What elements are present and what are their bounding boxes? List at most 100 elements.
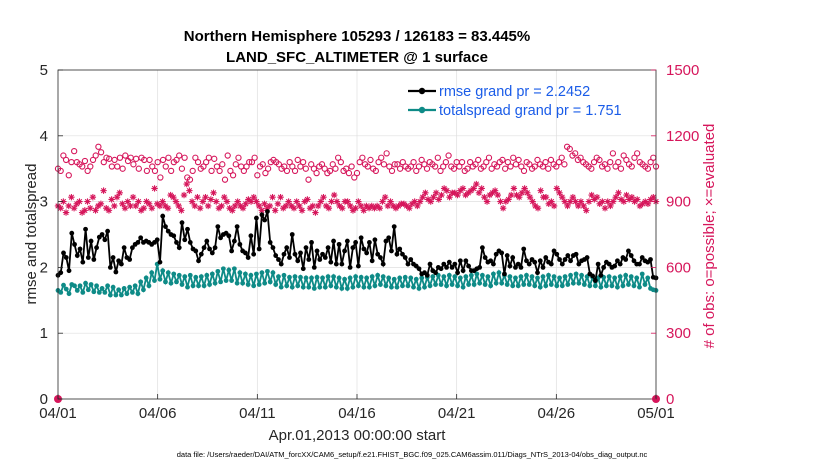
rmse-point [438, 266, 444, 272]
obs-possible-point [555, 158, 563, 166]
rmse-point [193, 248, 199, 254]
obs-possible-point [254, 172, 261, 179]
obs-possible-point [116, 154, 124, 161]
rmse-point [207, 246, 212, 252]
obs-evaluated-point [277, 194, 284, 201]
obs-possible-point [332, 165, 339, 172]
obs-evaluated-point [427, 198, 434, 205]
spread-point [380, 274, 386, 280]
spread-point [83, 280, 88, 286]
rmse-point [562, 257, 568, 262]
rmse-point [491, 261, 496, 267]
rmse-point [130, 245, 135, 251]
spread-point [408, 275, 414, 281]
x-tick-label: 04/26 [538, 405, 576, 422]
obs-evaluated-point [328, 198, 335, 205]
spread-point [518, 274, 524, 280]
y-right-tick-label: 0 [666, 391, 674, 408]
obs-evaluated-point [349, 207, 357, 214]
spread-point [248, 272, 254, 278]
spread-point [537, 284, 543, 290]
spread-point [72, 283, 77, 289]
rmse-point [276, 257, 281, 262]
spread-point [499, 280, 505, 286]
obs-evaluated-point [521, 185, 528, 192]
rmse-point [242, 250, 248, 256]
obs-possible-point [518, 163, 525, 170]
obs-evaluated-point [406, 204, 413, 212]
spread-point [309, 275, 314, 281]
obs-evaluated-point [239, 204, 247, 212]
obs-possible-point [275, 161, 283, 168]
obs-possible-point [458, 158, 466, 166]
obs-possible-point [531, 163, 538, 170]
obs-evaluated-point [97, 200, 105, 207]
obs-evaluated-point [242, 200, 249, 207]
obs-evaluated-point [186, 187, 193, 194]
spread-point [645, 275, 651, 281]
y-left-tick-label: 4 [40, 128, 48, 145]
obs-evaluated-point [408, 200, 416, 207]
spread-point [58, 290, 64, 295]
spread-point [110, 284, 116, 290]
spread-point [347, 275, 353, 281]
x-axis-label: Apr.01,2013 00:00:00 start [269, 427, 447, 444]
rmse-point [157, 259, 163, 265]
obs-evaluated-point [371, 204, 378, 212]
obs-possible-point [189, 167, 196, 175]
spread-point [361, 284, 367, 290]
obs-evaluated-point [132, 202, 139, 210]
obs-evaluated-point [424, 196, 432, 203]
obs-evaluated-point [601, 204, 609, 212]
obs-evaluated-point [357, 202, 365, 210]
obs-possible-point [356, 158, 363, 166]
obs-possible-point [539, 163, 547, 170]
obs-evaluated-point [178, 207, 185, 214]
spread-point [193, 274, 199, 280]
obs-possible-point [512, 161, 520, 168]
rmse-point [298, 250, 303, 256]
obs-evaluated-point [100, 187, 107, 194]
obs-possible-point [235, 154, 242, 161]
obs-possible-point [232, 161, 239, 168]
spread-point [317, 284, 323, 290]
obs-possible-point [558, 154, 565, 161]
obs-evaluated-point [137, 207, 145, 214]
spread-point [634, 275, 640, 281]
spread-point [468, 272, 474, 278]
rmse-point [198, 251, 204, 257]
rmse-point [568, 258, 573, 264]
obs-evaluated-point [111, 202, 118, 210]
obs-possible-point [348, 163, 355, 170]
spread-point [300, 284, 306, 290]
obs-possible-point [192, 154, 199, 161]
spread-point [267, 279, 273, 285]
obs-evaluated-point [124, 198, 131, 205]
chart-title-line2: LAND_SFC_ALTIMETER @ 1 surface [226, 49, 488, 66]
spread-point [482, 282, 488, 287]
obs-evaluated-point [272, 207, 279, 214]
obs-possible-point [553, 163, 560, 170]
obs-possible-point [146, 156, 153, 164]
obs-evaluated-point [70, 204, 78, 212]
obs-evaluated-point [314, 202, 322, 210]
rmse-point [58, 270, 64, 276]
obs-evaluated-point [333, 198, 341, 205]
obs-evaluated-point [199, 198, 207, 205]
obs-possible-point [507, 163, 514, 170]
obs-possible-point [65, 172, 72, 179]
obs-evaluated-point [285, 198, 292, 205]
obs-evaluated-point [73, 200, 80, 207]
spread-point [218, 279, 223, 285]
obs-possible-point [186, 176, 194, 183]
rmse-point [339, 261, 345, 267]
obs-evaluated-point [569, 194, 577, 201]
rmse-point [369, 258, 375, 264]
spread-point [85, 287, 91, 293]
obs-evaluated-point [505, 196, 512, 203]
rmse-point [612, 263, 618, 269]
rmse-point [573, 251, 579, 257]
obs-possible-point [176, 152, 183, 159]
obs-possible-point [343, 165, 350, 172]
spread-point [637, 284, 642, 290]
